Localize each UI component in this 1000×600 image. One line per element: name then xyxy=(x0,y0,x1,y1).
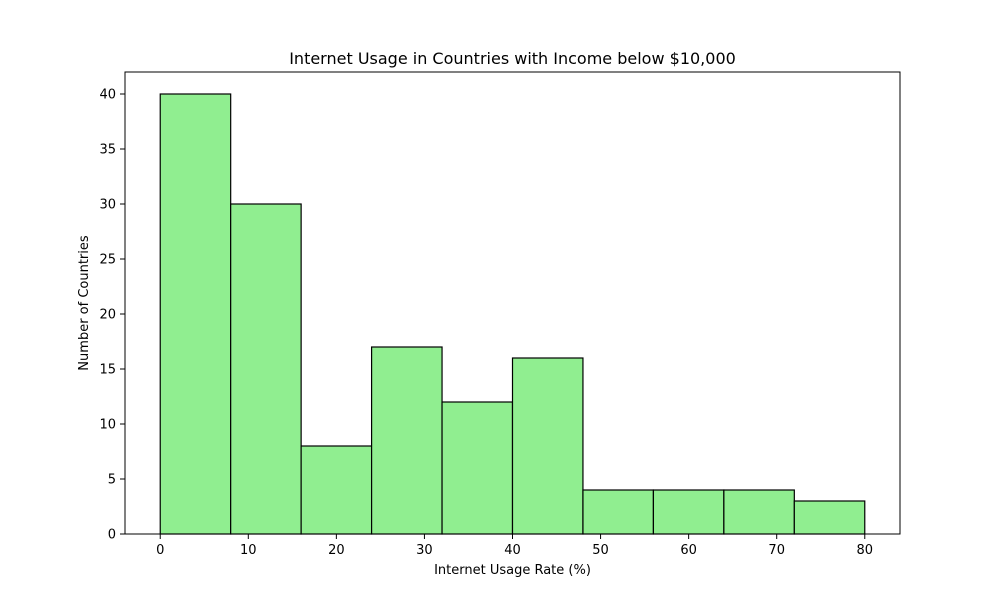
x-tick-label-8: 80 xyxy=(856,543,873,558)
x-tick-label-5: 50 xyxy=(592,543,609,558)
histogram-bar-7 xyxy=(652,489,725,535)
histogram-bar-3 xyxy=(370,346,443,535)
x-tick-label-4: 40 xyxy=(504,543,521,558)
y-tick-label-4: 20 xyxy=(99,308,116,323)
histogram-bar-2 xyxy=(300,445,373,535)
y-tick-label-1: 5 xyxy=(108,473,116,488)
x-tick-label-1: 10 xyxy=(240,543,257,558)
x-axis-ticks: 0 10 20 30 40 50 60 70 80 xyxy=(156,534,873,558)
bars-group xyxy=(159,93,866,535)
y-axis-ticks: 0 5 10 15 20 25 30 35 40 xyxy=(99,88,125,543)
histogram-bar-0 xyxy=(159,93,232,535)
histogram-bar-1 xyxy=(230,203,302,535)
y-tick-label-0: 0 xyxy=(108,528,116,543)
x-tick-label-2: 20 xyxy=(328,543,345,558)
x-tick-label-7: 70 xyxy=(768,543,785,558)
histogram-bar-6 xyxy=(582,489,655,535)
y-tick-label-3: 15 xyxy=(99,363,116,378)
y-axis-label: Number of Countries xyxy=(77,235,92,371)
y-tick-label-8: 40 xyxy=(99,88,116,103)
y-tick-label-7: 35 xyxy=(99,143,116,158)
chart-title: Internet Usage in Countries with Income … xyxy=(289,49,736,68)
x-axis-label: Internet Usage Rate (%) xyxy=(434,563,591,578)
y-tick-label-2: 10 xyxy=(99,418,116,433)
x-tick-label-6: 60 xyxy=(680,543,697,558)
x-tick-label-0: 0 xyxy=(156,543,164,558)
histogram-bar-5 xyxy=(511,357,584,535)
x-tick-label-3: 30 xyxy=(416,543,433,558)
histogram-bar-9 xyxy=(793,500,866,535)
y-tick-label-6: 30 xyxy=(99,198,116,213)
y-tick-label-5: 25 xyxy=(99,253,116,268)
histogram-bar-4 xyxy=(441,401,514,535)
histogram-bar-8 xyxy=(723,489,795,535)
